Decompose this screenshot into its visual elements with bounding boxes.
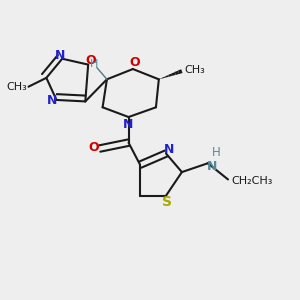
Text: O: O	[88, 141, 99, 154]
Text: O: O	[86, 54, 96, 67]
Text: H: H	[90, 59, 99, 69]
Text: CH₂CH₃: CH₂CH₃	[231, 176, 272, 186]
Text: H: H	[212, 146, 221, 159]
Text: CH₃: CH₃	[185, 64, 206, 75]
Text: O: O	[129, 56, 140, 69]
Text: N: N	[47, 94, 57, 107]
Text: N: N	[207, 160, 217, 173]
Text: CH₃: CH₃	[6, 82, 27, 92]
Text: N: N	[123, 118, 134, 131]
Text: N: N	[164, 142, 175, 156]
Text: S: S	[163, 195, 172, 209]
Text: N: N	[55, 49, 65, 62]
